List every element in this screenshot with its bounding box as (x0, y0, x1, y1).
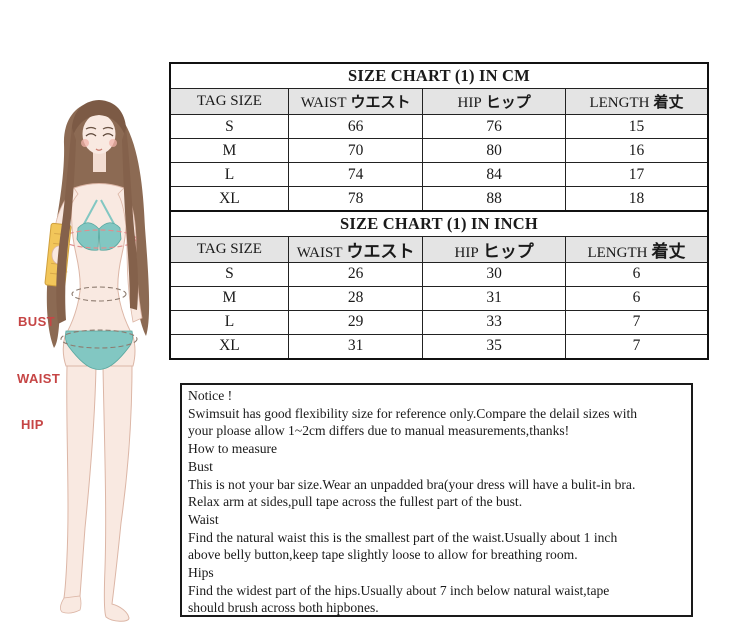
cm-header-hip: HIP ヒップ (422, 88, 566, 115)
header-text-jp: ヒップ (482, 241, 534, 261)
header-text-jp: ヒップ (485, 95, 531, 111)
inch-header-hip: HIP ヒップ (422, 235, 566, 263)
header-text: HIP (454, 244, 479, 261)
notice-line: Bust (188, 458, 213, 474)
cell-hip: 35 (422, 333, 566, 359)
table-row: S 66 76 15 (169, 114, 709, 139)
cell-waist: 31 (287, 333, 424, 359)
cell-size: L (169, 309, 289, 335)
cell-length: 6 (564, 285, 709, 311)
inch-header-waist: WAIST ウエスト (287, 235, 424, 263)
inch-table-header-row: TAG SIZE WAIST ウエスト HIP ヒップ LENGTH 着丈 (169, 235, 709, 263)
notice-line: Find the natural waist this is the small… (188, 529, 618, 545)
table-row: L 74 84 17 (169, 162, 709, 187)
cell-hip: 33 (422, 309, 566, 335)
cell-length: 17 (564, 162, 709, 187)
header-text-jp: 着丈 (653, 95, 684, 111)
notice-line: your ploase allow 1~2cm differs due to m… (188, 423, 570, 439)
cell-size: L (169, 162, 289, 187)
inch-header-length: LENGTH 着丈 (564, 235, 709, 263)
size-tables: SIZE CHART (1) IN CM TAG SIZE WAIST ウエスト … (169, 62, 709, 360)
header-text: LENGTH (587, 244, 648, 261)
inch-table-title-row: SIZE CHART (1) IN INCH (169, 210, 709, 237)
notice-line: This is not your bar size.Wear an unpadd… (188, 476, 636, 492)
cell-size: S (169, 114, 289, 139)
header-text: TAG SIZE (196, 93, 262, 109)
table-row: M 28 31 6 (169, 285, 709, 311)
notice-line: above belly button,keep tape slightly lo… (188, 547, 578, 563)
cm-table-header-row: TAG SIZE WAIST ウエスト HIP ヒップ LENGTH 着丈 (169, 88, 709, 115)
cell-hip: 80 (422, 138, 566, 163)
cell-hip: 31 (422, 285, 566, 311)
cell-size: XL (169, 333, 289, 359)
inch-header-tag-size: TAG SIZE (169, 235, 289, 263)
notice-line: Find the widest part of the hips.Usually… (188, 582, 610, 598)
cell-length: 18 (564, 186, 709, 212)
notice-line: should brush across both hipbones. (188, 600, 379, 616)
cm-header-length: LENGTH 着丈 (564, 88, 709, 115)
inch-table-title: SIZE CHART (1) IN INCH (169, 210, 709, 237)
header-text: HIP (457, 95, 482, 111)
cell-waist: 70 (287, 138, 424, 163)
cell-size: M (169, 285, 289, 311)
waist-label: WAIST (17, 371, 61, 386)
cell-hip: 76 (422, 114, 566, 139)
cell-length: 15 (564, 114, 709, 139)
notice-line: How to measure (188, 441, 278, 457)
cell-size: XL (169, 186, 289, 212)
cell-waist: 74 (287, 162, 424, 187)
table-row: M 70 80 16 (169, 138, 709, 163)
table-row: XL 78 88 18 (169, 186, 709, 212)
cell-length: 7 (564, 309, 709, 335)
header-text-jp: ウエスト (346, 241, 415, 261)
cell-size: S (169, 261, 289, 287)
cm-header-tag-size: TAG SIZE (169, 88, 289, 115)
cell-length: 7 (564, 333, 709, 359)
cell-length: 6 (564, 261, 709, 287)
header-text: TAG SIZE (196, 240, 262, 257)
header-text: LENGTH (589, 95, 650, 111)
cell-waist: 29 (287, 309, 424, 335)
header-text: WAIST (300, 95, 347, 111)
notice-box: Notice ! Swimsuit has good flexibility s… (180, 383, 693, 617)
size-chart-cm-table: SIZE CHART (1) IN CM TAG SIZE WAIST ウエスト … (169, 62, 709, 212)
notice-line: Notice ! (188, 388, 233, 403)
cell-hip: 88 (422, 186, 566, 212)
size-chart-inch-table: SIZE CHART (1) IN INCH TAG SIZE WAIST ウエス… (169, 209, 709, 360)
notice-line: Hips (188, 565, 214, 581)
notice-line: Relax arm at sides,pull tape across the … (188, 494, 523, 510)
cell-waist: 26 (287, 261, 424, 287)
cell-waist: 28 (287, 285, 424, 311)
bust-label: BUST (18, 314, 55, 329)
cm-table-title-row: SIZE CHART (1) IN CM (169, 62, 709, 89)
header-text-jp: ウエスト (350, 95, 411, 111)
cell-hip: 30 (422, 261, 566, 287)
cell-length: 16 (564, 138, 709, 163)
hip-label: HIP (21, 417, 44, 432)
table-row: XL 31 35 7 (169, 333, 709, 359)
cell-waist: 66 (287, 114, 424, 139)
notice-line: Swimsuit has good flexibility size for r… (188, 405, 638, 421)
header-text: WAIST (296, 244, 343, 261)
woman-illustration-graphic (44, 100, 150, 622)
cell-waist: 78 (287, 186, 424, 212)
table-row: S 26 30 6 (169, 261, 709, 287)
cell-hip: 84 (422, 162, 566, 187)
cm-header-waist: WAIST ウエスト (287, 88, 424, 115)
model-illustration: BUST WAIST HIP (0, 88, 175, 628)
cell-size: M (169, 138, 289, 163)
cm-table-title: SIZE CHART (1) IN CM (169, 62, 709, 89)
header-text-jp: 着丈 (651, 241, 686, 261)
notice-line: Waist (188, 511, 219, 527)
table-row: L 29 33 7 (169, 309, 709, 335)
